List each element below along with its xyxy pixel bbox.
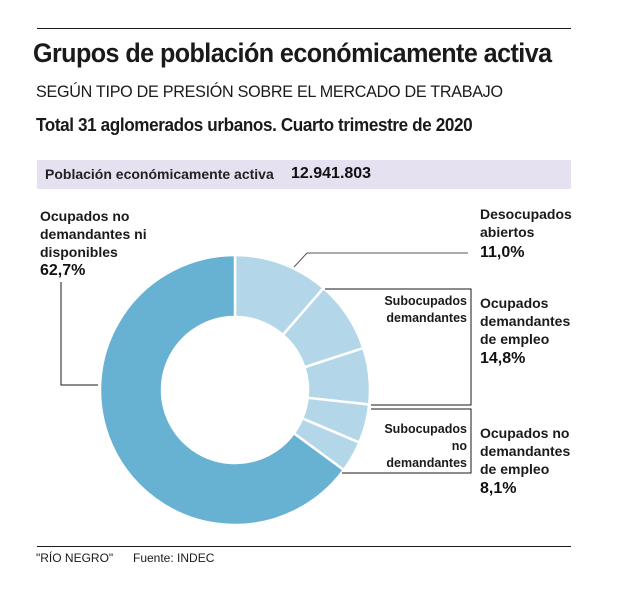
label-line: Subocupados [384,294,467,308]
label-line: Ocupados no [480,425,570,441]
bottom-rule [37,546,571,547]
label-line: demandantes [386,456,467,470]
label-subocupados-no-demandantes: Subocupados no demandantes [384,421,467,472]
label-line: no [451,439,467,453]
chart-subtitle: SEGÚN TIPO DE PRESIÓN SOBRE EL MERCADO D… [36,82,503,101]
bracket-ocupados-no-demandantes [342,408,472,474]
label-line: Subocupados [384,422,467,436]
footer-source: Fuente: INDEC [133,551,215,565]
leader-no-demandantes [60,282,98,386]
label-line: Ocupados [480,295,549,311]
bracket-ocupados-demandantes [325,288,472,406]
label-ocupados-demandantes: Ocupados demandantes de empleo [480,294,570,348]
label-line: demandantes ni [40,226,147,242]
footer-credit: "RÍO NEGRO" [36,551,114,565]
label-line: demandantes [386,311,467,325]
label-line: demandantes [480,313,571,329]
pct-no-demandantes: 62,7% [40,262,86,279]
pea-band: Población económicamente activa 12.941.8… [37,160,571,189]
donut-slice-5 [98,253,346,527]
label-desocupados: Desocupados abiertos [480,205,572,241]
leader-desocupados [293,252,468,268]
chart-subtitle-scope: Total 31 aglomerados urbanos. Cuarto tri… [36,115,473,135]
label-line: disponibles [40,244,118,260]
label-ocupados-no-demandantes: Ocupados no demandantes de empleo [480,424,570,478]
label-line: Desocupados [480,206,572,222]
label-no-demandantes: Ocupados no demandantes ni disponibles [40,207,147,261]
pct-ocupados-demandantes: 14,8% [480,350,526,367]
chart-title: Grupos de población económicamente activ… [33,38,552,68]
label-line: de empleo [480,461,550,477]
label-line: de empleo [480,331,550,347]
top-rule [37,28,571,29]
label-subocupados-demandantes: Subocupados demandantes [384,293,467,327]
pct-desocupados: 11,0% [480,244,525,261]
pct-ocupados-no-demandantes: 8,1% [480,480,517,497]
label-line: demandantes [480,443,571,459]
pea-label: Población económicamente activa [45,166,274,182]
pea-value: 12.941.803 [291,165,372,182]
label-line: Ocupados no [40,208,130,224]
label-line: abiertos [480,224,535,240]
